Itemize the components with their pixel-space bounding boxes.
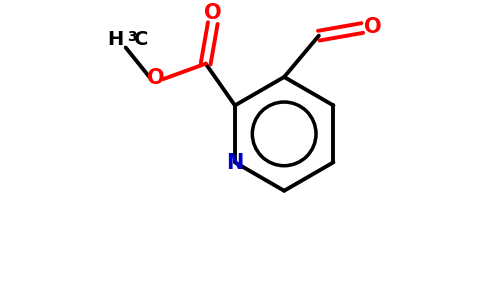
Text: O: O — [204, 3, 222, 23]
Text: 3: 3 — [127, 30, 136, 44]
Text: C: C — [134, 30, 148, 49]
Text: O: O — [147, 68, 164, 88]
Text: N: N — [226, 153, 243, 173]
Text: H: H — [107, 30, 124, 49]
Text: O: O — [364, 17, 382, 37]
